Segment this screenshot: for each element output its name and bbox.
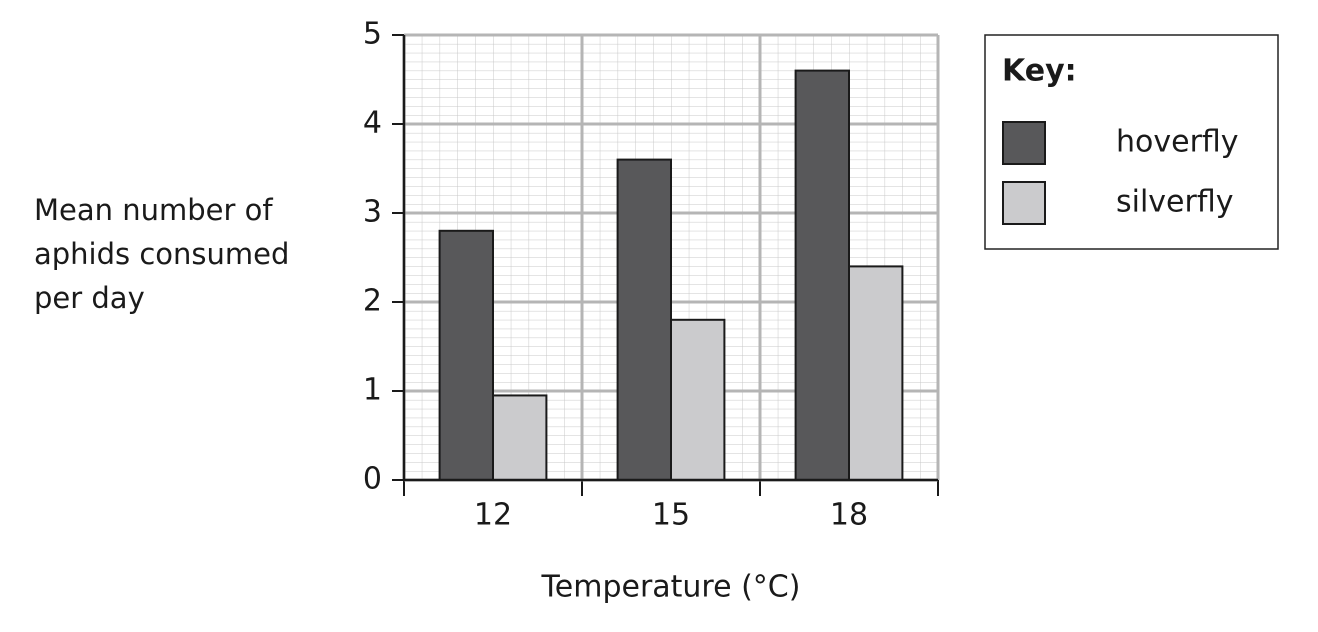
y-tick-label: 0 — [363, 462, 382, 497]
y-tick-label: 2 — [363, 284, 382, 319]
bar — [492, 394, 548, 482]
bar — [438, 229, 495, 481]
bar — [794, 69, 850, 481]
legend-title: Key: — [1002, 54, 1077, 89]
legend-label: silverfly — [1116, 185, 1234, 220]
legend-label: hoverfly — [1116, 125, 1239, 160]
x-tick-label: 12 — [474, 498, 512, 533]
x-tick-label: 15 — [652, 498, 690, 533]
y-tick-label: 1 — [363, 373, 382, 408]
y-tick-label: 4 — [363, 106, 382, 141]
bar — [848, 265, 904, 481]
y-tick-label: 5 — [363, 17, 382, 52]
y-axis-label: Mean number of aphids consumed per day — [34, 193, 290, 315]
legend-swatch — [1002, 181, 1046, 225]
x-axis-label: Temperature (°C) — [541, 570, 801, 605]
bar — [670, 318, 726, 481]
legend-swatch — [1002, 121, 1046, 165]
x-tick-label: 18 — [830, 498, 868, 533]
bar — [616, 158, 672, 481]
y-tick-label: 3 — [363, 195, 382, 230]
